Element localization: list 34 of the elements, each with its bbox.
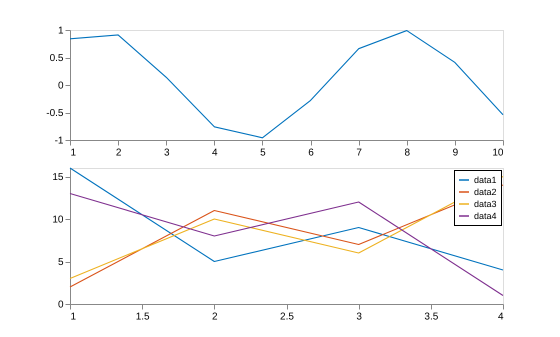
x-tick-label: 2 (116, 148, 122, 158)
x-tick-label: 1.5 (136, 312, 150, 322)
x-tick-label: 2.5 (280, 312, 294, 322)
legend-label: data3 (474, 199, 497, 209)
x-tick-label: 5 (260, 148, 266, 158)
x-tick-label: 4 (498, 312, 504, 322)
y-tick-label: 15 (52, 172, 64, 183)
x-tick-label: 4 (212, 148, 218, 158)
x-tick-label: 1 (70, 148, 76, 158)
x-tick-label: 1 (70, 312, 76, 322)
y-tick-label: -1 (54, 136, 64, 146)
line-series (69, 167, 504, 271)
line-series (69, 184, 504, 288)
y-tick-label: -0.5 (46, 108, 64, 119)
x-tick-label: 6 (308, 148, 314, 158)
x-tick-label: 8 (404, 148, 410, 158)
line-series (69, 176, 504, 280)
x-tick-label: 9 (452, 148, 459, 158)
legend-label: data2 (474, 187, 497, 197)
y-tick-label: 1 (58, 26, 64, 36)
x-tick-label: 10 (492, 148, 504, 158)
legend-label: data1 (474, 175, 497, 185)
y-tick-label: 0 (58, 300, 64, 310)
x-tick-label: 2 (212, 312, 218, 322)
x-tick-label: 3 (164, 148, 170, 158)
line-series (69, 30, 504, 138)
y-tick-label: 0 (58, 80, 64, 92)
x-tick-label: 3 (356, 312, 362, 322)
y-tick-label: 5 (58, 257, 64, 268)
y-tick-label: 0.5 (50, 53, 64, 64)
y-tick-label: 10 (52, 214, 64, 226)
x-tick-label: 7 (356, 148, 362, 158)
x-tick-label: 3.5 (424, 312, 439, 322)
legend-label: data4 (474, 211, 497, 221)
